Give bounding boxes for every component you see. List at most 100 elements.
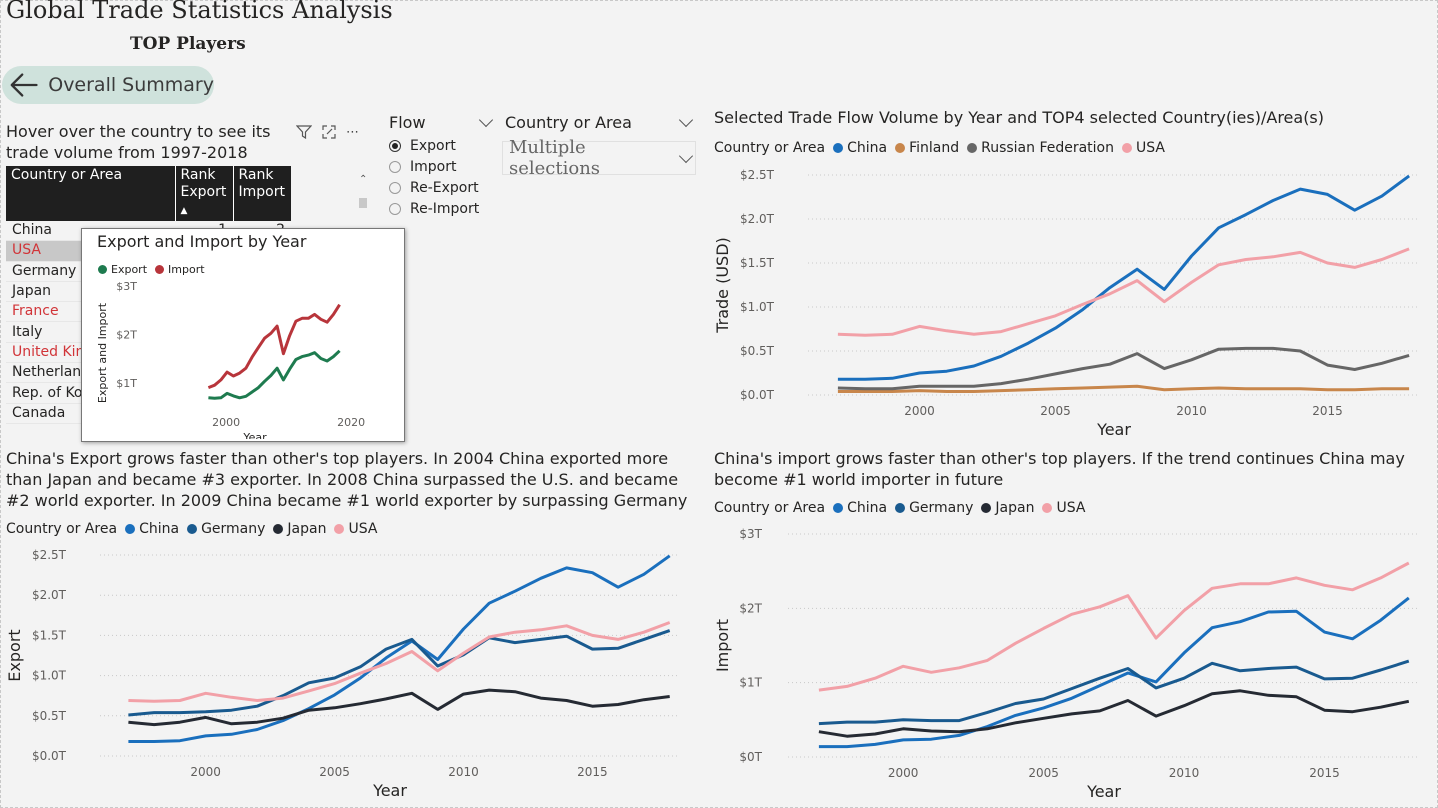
series-line-export bbox=[208, 349, 341, 400]
legend-title: Country or Area bbox=[6, 521, 118, 537]
y-tick-label: $1.5T bbox=[740, 256, 775, 270]
legend-dot-japan bbox=[273, 524, 284, 534]
country-slicer-header: Country or Area bbox=[505, 111, 695, 133]
x-tick-label: 2005 bbox=[1040, 404, 1071, 418]
top4-chart-title: Selected Trade Flow Volume by Year and T… bbox=[714, 108, 1325, 127]
legend-item-japan[interactable]: Japan bbox=[273, 521, 326, 537]
legend-item-china[interactable]: China bbox=[833, 140, 887, 156]
y-tick-label: $0.0T bbox=[740, 388, 775, 402]
y-tick-label: $1T bbox=[739, 676, 762, 690]
country-dropdown[interactable]: Multiple selections bbox=[502, 137, 696, 179]
legend-item-china[interactable]: China bbox=[125, 521, 179, 537]
y-axis-title: Trade (USD) bbox=[713, 237, 732, 334]
flow-option-re-import[interactable]: Re-Import bbox=[389, 198, 491, 219]
table-scrollbar[interactable]: ⌃ bbox=[358, 174, 368, 216]
legend-label: Russian Federation bbox=[981, 140, 1114, 156]
x-tick-label: 2015 bbox=[1312, 404, 1343, 418]
flow-option-label: Import bbox=[410, 158, 457, 175]
legend-dot-germany bbox=[895, 503, 906, 513]
x-tick-label: 2005 bbox=[319, 765, 350, 779]
legend-dot-japan bbox=[981, 503, 992, 513]
x-tick-label: 2015 bbox=[577, 765, 608, 779]
focus-mode-icon[interactable] bbox=[322, 125, 336, 139]
tooltip-title: Export and Import by Year bbox=[97, 232, 307, 251]
chevron-down-icon[interactable] bbox=[478, 112, 494, 127]
y-tick-label: $1.5T bbox=[32, 628, 67, 642]
scroll-up-icon[interactable]: ⌃ bbox=[359, 174, 368, 185]
radio-button[interactable] bbox=[389, 160, 401, 173]
radio-button[interactable] bbox=[389, 181, 401, 194]
tooltip-chart: $1T $2T $3T 2000 2020 Year Export and Import bbox=[96, 281, 365, 439]
y-tick-label: $2.5T bbox=[32, 548, 67, 562]
export-chart-title: China's Export grows faster than other's… bbox=[6, 449, 688, 510]
export-chart-legend: Country or Area China Germany Japan USA bbox=[6, 521, 385, 537]
x-tick-label: 2015 bbox=[1309, 766, 1340, 780]
legend-label: Germany bbox=[909, 500, 974, 516]
y-tick-label: $2.0T bbox=[740, 212, 775, 226]
column-header-rank-import[interactable]: Rank Import bbox=[232, 166, 291, 221]
back-button-label: Overall Summary bbox=[48, 74, 214, 96]
x-tick-label: 2010 bbox=[448, 765, 479, 779]
country-dropdown-value: Multiple selections bbox=[509, 137, 601, 179]
legend-dot-export bbox=[98, 265, 107, 274]
series-line-china bbox=[818, 596, 1410, 749]
x-tick-label: 2000 bbox=[212, 416, 240, 429]
legend-dot-china bbox=[125, 524, 136, 534]
legend-dot-finland bbox=[895, 143, 906, 153]
legend-item-germany[interactable]: Germany bbox=[895, 500, 973, 516]
chevron-down-icon[interactable] bbox=[678, 112, 694, 127]
y-axis-title: Export bbox=[5, 629, 24, 681]
legend-label: Germany bbox=[201, 521, 266, 537]
column-header-rank-export[interactable]: Rank Export ▲ bbox=[174, 166, 233, 221]
legend-label: Japan bbox=[995, 500, 1035, 516]
legend-label: China bbox=[847, 140, 888, 156]
export-chart: $0.0T $0.5T $1.0T $1.5T $2.0T $2.5T 2000 2005 20… bbox=[5, 548, 680, 800]
legend-dot-usa bbox=[1042, 503, 1053, 513]
flow-option-label: Re-Import bbox=[410, 200, 480, 217]
legend-item-usa[interactable]: USA bbox=[1042, 500, 1085, 516]
legend-item-finland[interactable]: Finland bbox=[895, 140, 959, 156]
y-tick-label: $3T bbox=[116, 281, 137, 293]
legend-item-china[interactable]: China bbox=[833, 500, 887, 516]
legend-item-usa[interactable]: USA bbox=[1122, 140, 1165, 156]
series-line-import bbox=[207, 303, 341, 389]
visual-header-icons: ⋯ bbox=[296, 125, 360, 140]
y-tick-label: $1.0T bbox=[740, 300, 775, 314]
radio-button[interactable] bbox=[389, 202, 401, 215]
y-tick-label: $1.0T bbox=[32, 669, 67, 683]
series-line-usa bbox=[818, 561, 1410, 692]
x-axis-title: Year bbox=[242, 431, 267, 439]
flow-option-import[interactable]: Import bbox=[389, 156, 491, 177]
y-tick-label: $2.0T bbox=[32, 588, 67, 602]
filter-icon[interactable] bbox=[296, 125, 312, 139]
legend-item-russia[interactable]: Russian Federation bbox=[967, 140, 1114, 156]
legend-item-usa[interactable]: USA bbox=[334, 521, 377, 537]
column-header-country[interactable]: Country or Area bbox=[6, 166, 175, 221]
x-tick-label: 2010 bbox=[1176, 404, 1207, 418]
legend-item-japan[interactable]: Japan bbox=[981, 500, 1034, 516]
y-tick-label: $2T bbox=[116, 328, 137, 341]
x-axis-title: Year bbox=[372, 781, 407, 800]
more-options-icon[interactable]: ⋯ bbox=[346, 125, 360, 140]
y-axis-title: Import bbox=[713, 619, 732, 672]
series-line-japan bbox=[818, 689, 1410, 738]
flow-option-export[interactable]: Export bbox=[389, 135, 491, 156]
series-line-germany bbox=[818, 659, 1410, 726]
top4-trade-chart: $0.0T $0.5T $1.0T $1.5T $2.0T $2.5T 2000 2005 20… bbox=[713, 168, 1420, 439]
radio-button[interactable] bbox=[389, 139, 401, 152]
y-axis-title: Export and Import bbox=[96, 302, 109, 403]
flow-slicer-title: Flow bbox=[389, 112, 426, 132]
sort-ascending-icon: ▲ bbox=[180, 206, 188, 216]
scroll-thumb[interactable] bbox=[359, 198, 367, 208]
legend-dot-usa bbox=[334, 524, 345, 534]
legend-label: USA bbox=[1136, 140, 1165, 156]
y-tick-label: $0.5T bbox=[32, 709, 67, 723]
legend-dot-germany bbox=[187, 524, 198, 534]
y-tick-label: $3T bbox=[739, 527, 762, 541]
flow-option-label: Re-Export bbox=[410, 179, 479, 196]
legend-dot-china bbox=[833, 503, 844, 513]
flow-option-re-export[interactable]: Re-Export bbox=[389, 177, 491, 198]
back-to-summary-button[interactable]: Overall Summary bbox=[2, 66, 214, 104]
rank-export-label: Rank Export bbox=[180, 167, 227, 200]
legend-item-germany[interactable]: Germany bbox=[187, 521, 265, 537]
